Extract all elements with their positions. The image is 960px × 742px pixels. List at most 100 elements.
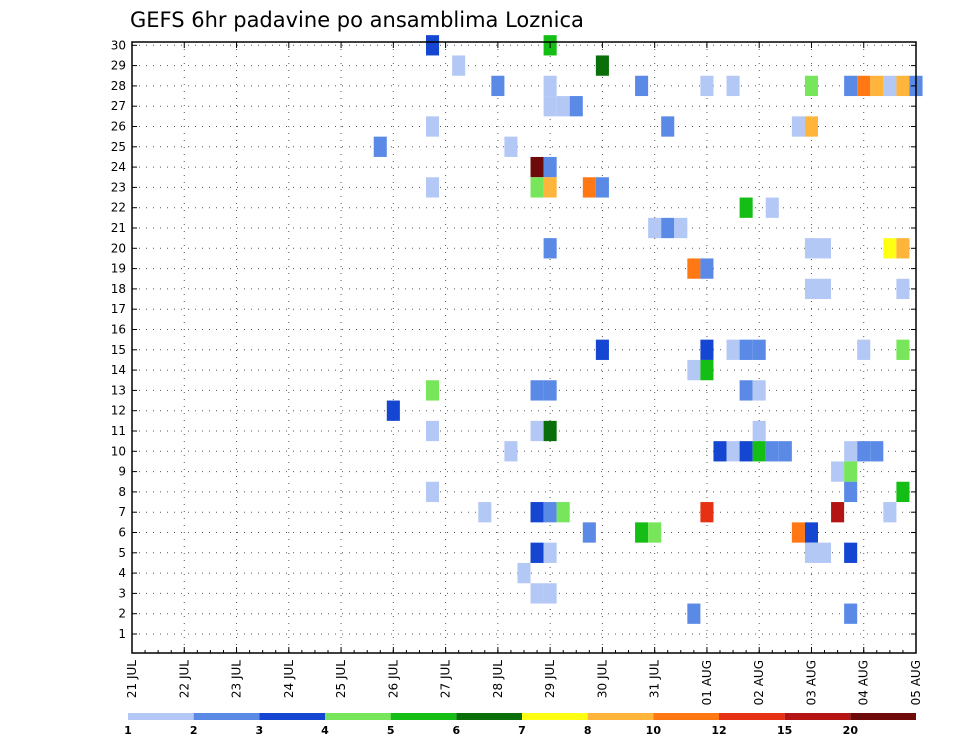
y-tick-label: 17 bbox=[111, 302, 126, 316]
precip-cell bbox=[556, 96, 570, 117]
x-tick-label: 04 AUG bbox=[857, 660, 871, 705]
y-tick-label: 28 bbox=[111, 79, 126, 93]
precip-cell bbox=[543, 583, 557, 604]
colorbar-label: 8 bbox=[584, 724, 592, 737]
precip-cell bbox=[883, 502, 897, 523]
y-tick-label: 14 bbox=[111, 363, 126, 377]
precip-cell bbox=[543, 502, 557, 523]
precip-cell bbox=[804, 75, 818, 97]
precip-cell bbox=[818, 278, 832, 300]
x-tick-label: 28 JUL bbox=[491, 660, 505, 698]
precip-cell bbox=[478, 502, 492, 523]
precip-cell bbox=[791, 116, 805, 137]
precip-cell bbox=[582, 522, 596, 543]
x-tick-label: 02 AUG bbox=[752, 660, 766, 705]
precip-cell bbox=[543, 380, 557, 401]
precip-cell bbox=[530, 420, 544, 442]
y-tick-label: 19 bbox=[111, 262, 126, 276]
precip-cell bbox=[700, 502, 714, 523]
y-tick-label: 5 bbox=[118, 546, 126, 560]
colorbar-swatch bbox=[456, 713, 522, 720]
y-tick-label: 13 bbox=[111, 383, 126, 397]
precip-cell bbox=[726, 441, 740, 462]
y-tick-label: 2 bbox=[118, 607, 126, 621]
precip-cell bbox=[543, 238, 557, 259]
precip-cell bbox=[687, 603, 701, 624]
precip-cell bbox=[844, 603, 858, 624]
colorbar-swatch bbox=[522, 713, 588, 720]
y-tick-label: 15 bbox=[111, 343, 126, 357]
precip-cell bbox=[530, 583, 544, 604]
precip-cell bbox=[530, 156, 544, 178]
colorbar-label: 7 bbox=[518, 724, 526, 737]
y-axis-ticks: 1234567891011121314151617181920212223242… bbox=[111, 38, 916, 641]
precip-cell bbox=[752, 420, 766, 442]
precip-cell bbox=[765, 197, 779, 218]
precip-cell bbox=[752, 339, 766, 360]
precip-cell bbox=[896, 238, 910, 259]
y-tick-label: 10 bbox=[111, 444, 126, 458]
y-tick-label: 26 bbox=[111, 120, 126, 134]
precip-cell bbox=[543, 542, 557, 563]
y-tick-label: 21 bbox=[111, 221, 126, 235]
precip-cell bbox=[870, 75, 884, 97]
precip-cell bbox=[426, 420, 440, 442]
precip-cell bbox=[896, 481, 910, 503]
precip-cell bbox=[569, 96, 583, 117]
precip-cell bbox=[804, 542, 818, 563]
precip-cell bbox=[896, 75, 910, 97]
colorbar-label: 20 bbox=[843, 724, 859, 737]
x-tick-label: 24 JUL bbox=[282, 660, 296, 698]
precip-cell bbox=[543, 75, 557, 97]
precip-cell bbox=[804, 116, 818, 137]
precip-cell bbox=[491, 75, 505, 97]
x-tick-label: 03 AUG bbox=[804, 660, 818, 705]
precip-cell bbox=[883, 75, 897, 97]
precip-cell bbox=[804, 278, 818, 300]
colorbar-label: 12 bbox=[711, 724, 726, 737]
precip-cell bbox=[844, 441, 858, 462]
precip-cell bbox=[426, 35, 440, 56]
colorbar-label: 1 bbox=[124, 724, 132, 737]
colorbar-label: 3 bbox=[256, 724, 264, 737]
precip-cell bbox=[556, 502, 570, 523]
x-tick-label: 27 JUL bbox=[439, 660, 453, 698]
y-tick-label: 6 bbox=[118, 526, 126, 540]
x-tick-label: 26 JUL bbox=[386, 660, 400, 698]
precip-cell bbox=[752, 380, 766, 401]
precip-cell bbox=[857, 339, 871, 360]
precip-cells bbox=[373, 35, 923, 624]
x-axis-ticks: 21 JUL 22 JUL 23 JUL 24 JUL 25 JUL 26 JUL 27 J… bbox=[125, 42, 923, 705]
precip-cell bbox=[870, 441, 884, 462]
precip-cell bbox=[530, 380, 544, 401]
precip-cell bbox=[426, 481, 440, 503]
precip-cell bbox=[765, 441, 779, 462]
x-tick-label: 31 JUL bbox=[648, 660, 662, 698]
colorbar-swatch bbox=[128, 713, 194, 720]
y-tick-label: 8 bbox=[118, 485, 126, 499]
colorbar-swatch bbox=[784, 713, 851, 720]
chart-title: GEFS 6hr padavine po ansamblima Loznica bbox=[130, 8, 584, 32]
colorbar-swatch bbox=[325, 713, 391, 720]
precip-cell bbox=[530, 177, 544, 198]
colorbar-swatch bbox=[259, 713, 325, 720]
x-tick-label: 25 JUL bbox=[334, 660, 348, 698]
colorbar-label: 6 bbox=[453, 724, 461, 737]
precip-cell bbox=[896, 278, 910, 300]
precip-cell bbox=[543, 96, 557, 117]
precip-cell bbox=[857, 75, 871, 97]
precip-cell bbox=[426, 380, 440, 401]
precip-cell bbox=[739, 380, 753, 401]
precip-cell bbox=[896, 339, 910, 360]
precip-cell bbox=[543, 156, 557, 178]
y-tick-label: 3 bbox=[118, 586, 126, 600]
x-tick-label: 29 JUL bbox=[543, 660, 557, 698]
precip-cell bbox=[386, 400, 400, 421]
y-tick-label: 20 bbox=[111, 241, 126, 255]
precip-cell bbox=[452, 55, 466, 76]
precip-cell bbox=[700, 339, 714, 360]
precip-cell bbox=[661, 116, 675, 137]
x-tick-label: 22 JUL bbox=[177, 660, 191, 698]
precip-cell bbox=[648, 217, 662, 239]
